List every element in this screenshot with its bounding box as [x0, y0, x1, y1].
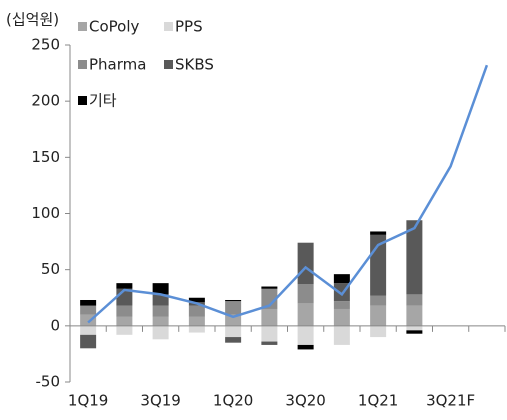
bar-segment	[261, 325, 278, 342]
line	[87, 64, 489, 324]
y-tick-label: -50	[36, 373, 61, 391]
bar-segment	[333, 301, 350, 309]
bar-segment	[225, 337, 242, 343]
y-tick-label: 100	[31, 204, 60, 222]
legend-swatch	[164, 22, 173, 31]
bar-segment	[406, 305, 423, 326]
bar-segment	[116, 283, 133, 289]
bar-segment	[297, 284, 314, 304]
bar-segment	[261, 341, 278, 345]
bar-segment	[80, 325, 97, 335]
bar-segment	[80, 334, 97, 349]
bar-segment	[152, 316, 169, 326]
bar-segment	[297, 242, 314, 285]
bar-segment	[225, 301, 242, 315]
bar-segment	[116, 325, 133, 335]
bar-segment	[80, 299, 97, 306]
bar-segment	[225, 299, 242, 302]
bar-segment	[152, 283, 169, 295]
bar-segment	[80, 305, 97, 315]
bar-segment	[188, 325, 205, 333]
legend-swatch	[78, 96, 87, 105]
x-tick-label: 3Q21F	[426, 392, 475, 410]
bar-segment	[370, 305, 387, 326]
legend-swatch	[164, 60, 173, 69]
bar-segment	[406, 330, 423, 334]
bar-segment	[370, 231, 387, 235]
legend-label: SKBS	[175, 56, 214, 74]
bar-segment	[261, 288, 278, 309]
bar-segment	[297, 325, 314, 345]
bar-segment	[261, 308, 278, 326]
bar-segment	[116, 316, 133, 326]
bar-segment	[297, 344, 314, 350]
x-tick-label: 3Q20	[285, 392, 325, 410]
bar-segment	[333, 325, 350, 345]
bar-segment	[370, 325, 387, 338]
legend-swatch	[78, 22, 87, 31]
x-tick-label: 1Q20	[213, 392, 253, 410]
bar-segment	[80, 314, 97, 326]
y-tick-label: 0	[50, 316, 60, 334]
bar-segment	[188, 316, 205, 326]
bar-segment	[261, 286, 278, 289]
legend-label: Pharma	[89, 56, 146, 74]
bar-segment	[297, 303, 314, 326]
bar-segment	[406, 325, 423, 331]
bar-segment	[225, 325, 242, 338]
bar-segment	[406, 294, 423, 306]
bar-segment	[333, 274, 350, 284]
y-tick-label: 150	[31, 148, 60, 166]
bar-segment	[406, 220, 423, 295]
bar-segment	[116, 305, 133, 317]
legend-label: CoPoly	[89, 18, 140, 36]
y-tick-label: 200	[31, 92, 60, 110]
bar-segment	[188, 297, 205, 303]
legend-label: PPS	[175, 18, 203, 36]
bar-segment	[370, 295, 387, 306]
x-tick-label: 3Q19	[140, 392, 180, 410]
y-tick-label: 250	[31, 36, 60, 54]
bar-segment	[225, 314, 242, 326]
bar-segment	[188, 305, 205, 317]
bar-segment	[152, 325, 169, 340]
x-tick-label: 1Q21	[358, 392, 398, 410]
x-tick-label: 1Q19	[68, 392, 108, 410]
bar-segment	[152, 305, 169, 317]
legend-label: 기타	[89, 92, 117, 110]
y-tick-label: 50	[41, 260, 60, 278]
unit-label: (십억원)	[6, 11, 59, 29]
bar-segment	[152, 294, 169, 306]
legend-swatch	[78, 60, 87, 69]
bar-segment	[333, 308, 350, 326]
